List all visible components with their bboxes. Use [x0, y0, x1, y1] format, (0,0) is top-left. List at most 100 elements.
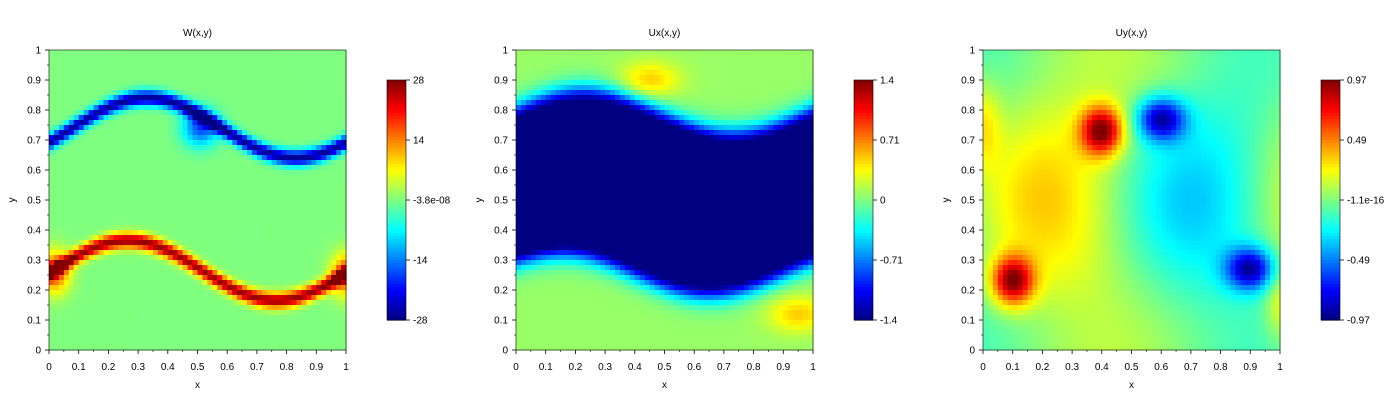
heatmap-cell: [83, 65, 90, 71]
heatmap-cell: [341, 85, 347, 91]
heatmap-cell: [98, 90, 105, 96]
heatmap-cell: [202, 345, 208, 351]
heatmap-cell: [53, 85, 60, 91]
heatmap-cell: [341, 210, 347, 216]
heatmap-cell: [83, 220, 90, 226]
heatmap-cell: [133, 245, 139, 251]
heatmap-cell: [540, 165, 547, 171]
heatmap-cell: [58, 255, 65, 261]
heatmap-cell: [341, 170, 347, 176]
heatmap-cell: [331, 315, 337, 321]
heatmap-cell: [182, 240, 189, 246]
heatmap-cell: [600, 170, 606, 176]
heatmap-cell: [53, 120, 60, 126]
heatmap-cell: [73, 85, 80, 91]
heatmap-cell: [256, 200, 263, 206]
heatmap-cell: [143, 105, 149, 111]
heatmap-cell: [63, 165, 70, 171]
heatmap-cell: [162, 65, 169, 71]
heatmap-cell: [306, 120, 312, 126]
heatmap-cell: [530, 185, 537, 191]
heatmap-cell: [525, 210, 532, 216]
heatmap-cell: [138, 75, 144, 81]
heatmap-cell: [222, 230, 228, 236]
heatmap-cell: [157, 205, 164, 211]
heatmap-cell: [63, 330, 70, 336]
heatmap-cell: [217, 75, 223, 81]
heatmap-cell: [103, 195, 109, 201]
heatmap-cell: [222, 200, 228, 206]
heatmap-cell: [58, 115, 65, 121]
heatmap-cell: [68, 95, 75, 101]
heatmap-cell: [605, 145, 611, 151]
heatmap-cell: [202, 110, 208, 116]
heatmap-cell: [133, 140, 139, 146]
heatmap-cell: [590, 330, 596, 336]
heatmap-cell: [217, 135, 223, 141]
heatmap-cell: [58, 285, 65, 291]
heatmap-cell: [605, 110, 611, 116]
heatmap-cell: [535, 170, 542, 176]
heatmap-cell: [118, 85, 124, 91]
heatmap-cell: [590, 335, 596, 341]
heatmap-cell: [73, 340, 80, 346]
heatmap-cell: [516, 240, 522, 246]
heatmap-cell: [202, 230, 208, 236]
heatmap-cell: [237, 80, 243, 86]
heatmap-cell: [49, 85, 55, 91]
heatmap-cell: [157, 215, 164, 221]
heatmap-cell: [58, 185, 65, 191]
heatmap-cell: [296, 240, 303, 246]
heatmap-cell: [63, 55, 70, 61]
heatmap-cell: [525, 50, 532, 56]
colorbar-segment: [387, 146, 406, 150]
heatmap-cell: [560, 205, 567, 211]
y-tick-label: 0.6: [27, 166, 41, 177]
heatmap-cell: [525, 290, 532, 296]
heatmap-cell: [321, 120, 327, 126]
heatmap-cell: [93, 110, 100, 116]
heatmap-cell: [520, 225, 527, 231]
heatmap-cell: [555, 50, 562, 56]
heatmap-cell: [301, 70, 307, 76]
heatmap-cell: [187, 70, 194, 76]
heatmap-cell: [341, 65, 347, 71]
heatmap-cell: [187, 225, 194, 231]
heatmap-cell: [570, 165, 576, 171]
heatmap-cell: [336, 305, 342, 311]
heatmap-cell: [301, 145, 307, 151]
heatmap-cell: [182, 140, 189, 146]
heatmap-cell: [167, 345, 174, 351]
heatmap-cell: [157, 280, 164, 286]
heatmap-cell: [286, 80, 293, 86]
heatmap-cell: [291, 130, 298, 136]
heatmap-cell: [520, 110, 527, 116]
heatmap-cell: [296, 175, 303, 181]
heatmap-cell: [242, 70, 248, 76]
heatmap-cell: [138, 190, 144, 196]
heatmap-cell: [157, 185, 164, 191]
heatmap-cell: [232, 95, 238, 101]
heatmap-cell: [306, 215, 312, 221]
heatmap-cell: [98, 305, 105, 311]
heatmap-cell: [560, 95, 567, 101]
heatmap-cell: [123, 70, 129, 76]
heatmap-cell: [516, 235, 522, 241]
heatmap-cell: [118, 55, 124, 61]
heatmap-cell: [138, 245, 144, 251]
heatmap-cell: [271, 280, 278, 286]
heatmap-cell: [63, 90, 70, 96]
heatmap-cell: [202, 275, 208, 281]
heatmap-cell: [83, 55, 90, 61]
heatmap-cell: [192, 185, 199, 191]
heatmap-cell: [321, 80, 327, 86]
heatmap-cell: [281, 175, 288, 181]
heatmap-cell: [162, 320, 169, 326]
heatmap-cell: [535, 185, 542, 191]
heatmap-cell: [321, 175, 327, 181]
heatmap-cell: [118, 115, 124, 121]
heatmap-cell: [157, 150, 164, 156]
heatmap-cell: [192, 130, 199, 136]
heatmap-cell: [118, 160, 124, 166]
heatmap-cell: [271, 145, 278, 151]
